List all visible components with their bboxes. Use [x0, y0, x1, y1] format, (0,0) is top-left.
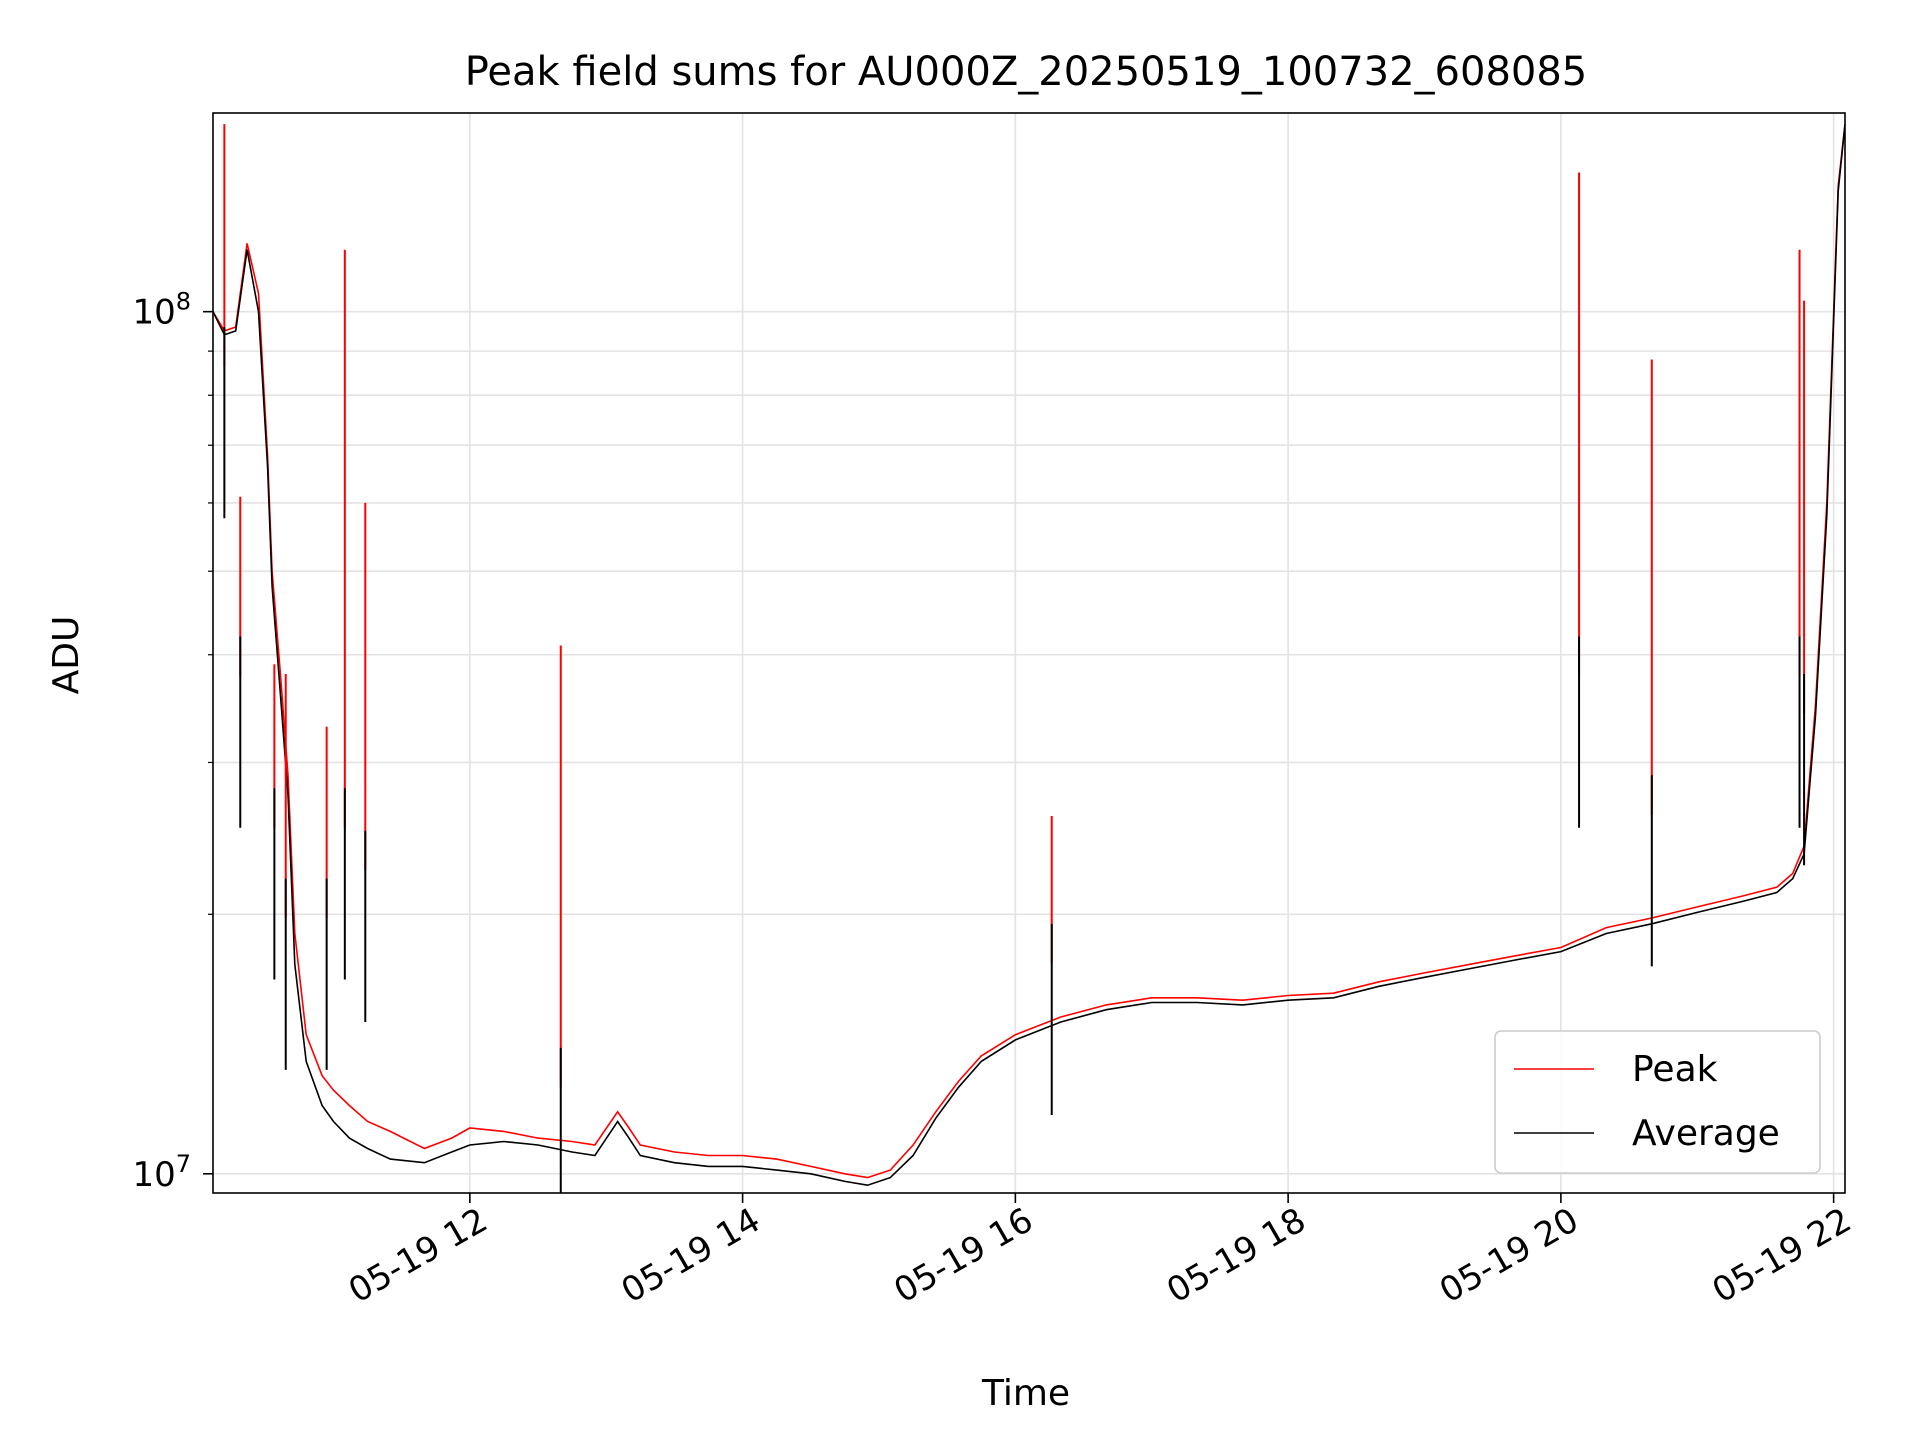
y-tick-label: 107: [132, 1150, 191, 1195]
legend-box: [1494, 1030, 1821, 1174]
y-tick-label: 108: [132, 288, 191, 333]
legend: Peak Average: [1494, 1030, 1821, 1174]
y-axis-label: ADU: [46, 616, 87, 695]
plot-area: [213, 124, 1845, 1193]
legend-label-average: Average: [1632, 1113, 1780, 1154]
x-axis-label: Time: [981, 1373, 1070, 1414]
series-line-peak: [213, 124, 1845, 1179]
axes-frame: [212, 112, 1846, 1194]
series-line-average: [213, 124, 1845, 1187]
chart-title: Peak field sums for AU000Z_20250519_1007…: [465, 49, 1588, 95]
y-tick-base: 10: [132, 1155, 175, 1195]
y-tick-base: 10: [132, 293, 175, 333]
y-tick-exponent: 8: [176, 288, 191, 316]
y-tick-exponent: 7: [176, 1150, 191, 1178]
legend-label-peak: Peak: [1632, 1049, 1718, 1090]
